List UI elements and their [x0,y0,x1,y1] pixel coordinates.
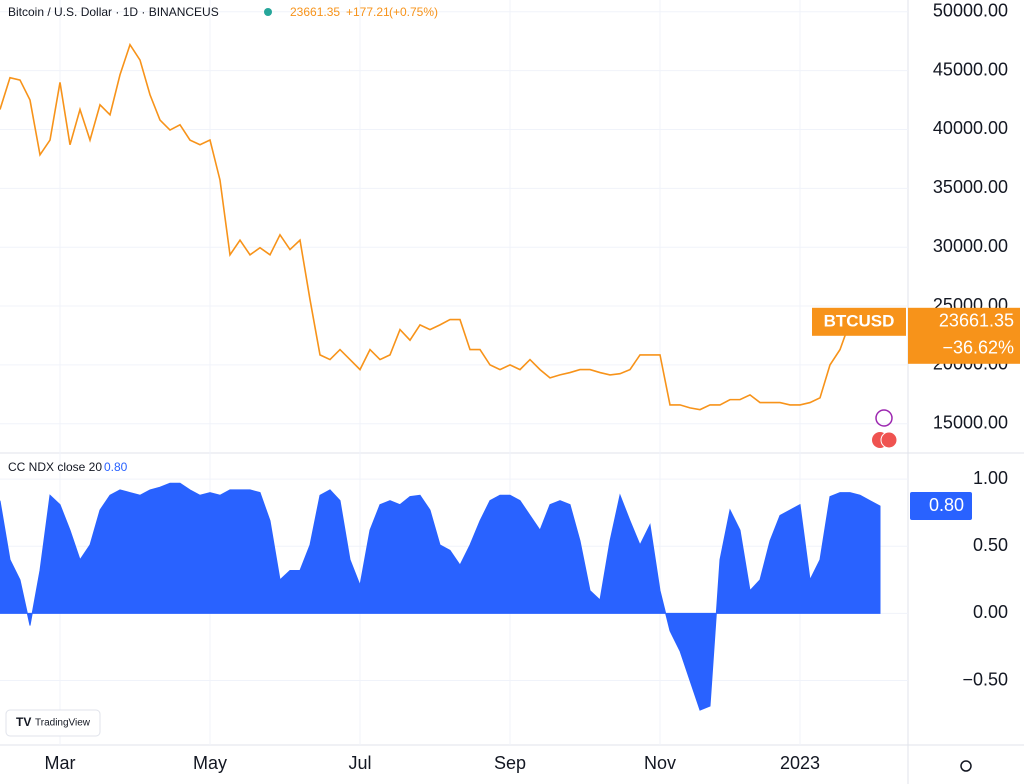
header-change-pct: (+0.75%) [389,5,438,19]
logo-text: TradingView [35,718,91,729]
y-tick-label: 35000.00 [933,177,1008,197]
x-tick-label: Nov [644,753,676,773]
y-tick-label: 0.50 [973,535,1008,555]
price-badge [908,307,1020,364]
header-price: 23661.35 [290,5,340,19]
series-badge-name: BTCUSD [824,311,895,330]
price-line [0,42,851,411]
y-tick-label: 45000.00 [933,59,1008,79]
y-tick-label: 0.00 [973,602,1008,622]
y-tick-label: 30000.00 [933,236,1008,256]
indicator-value: 0.80 [104,460,128,474]
indicator-title: CC NDX close 20 [8,460,102,474]
indicator-badge-value: 0.80 [929,495,964,515]
series-badge [812,307,906,336]
price-badge-value: 23661.35 [939,311,1014,331]
x-tick-label: 2023 [780,753,820,773]
symbol-title: Bitcoin / U.S. Dollar · 1D · BINANCEUS [8,5,219,19]
labels: MarMayJulSepNov202315000.0020000.0025000… [45,1,1020,773]
x-tick-label: May [193,753,227,773]
settings-icon[interactable] [960,760,972,772]
logo-box[interactable] [5,709,101,737]
y-tick-label: 50000.00 [933,1,1008,21]
x-tick-label: Sep [494,753,526,773]
x-tick-label: Jul [348,753,371,773]
flag-icon[interactable] [880,431,898,449]
event-icon[interactable] [875,409,893,427]
indicator-area [0,482,881,711]
x-tick-label: Mar [45,753,76,773]
indicator-badge [910,492,972,521]
price-badge-change: −36.62% [942,338,1014,358]
market-status[interactable] [264,8,272,16]
y-tick-label: −0.50 [962,669,1008,689]
logo-mark: TV [16,715,31,729]
grid [0,0,908,745]
y-tick-label: 1.00 [973,468,1008,488]
y-tick-label: 15000.00 [933,413,1008,433]
header-change: +177.21 [346,5,390,19]
y-tick-label: 40000.00 [933,118,1008,138]
marks [0,42,881,711]
